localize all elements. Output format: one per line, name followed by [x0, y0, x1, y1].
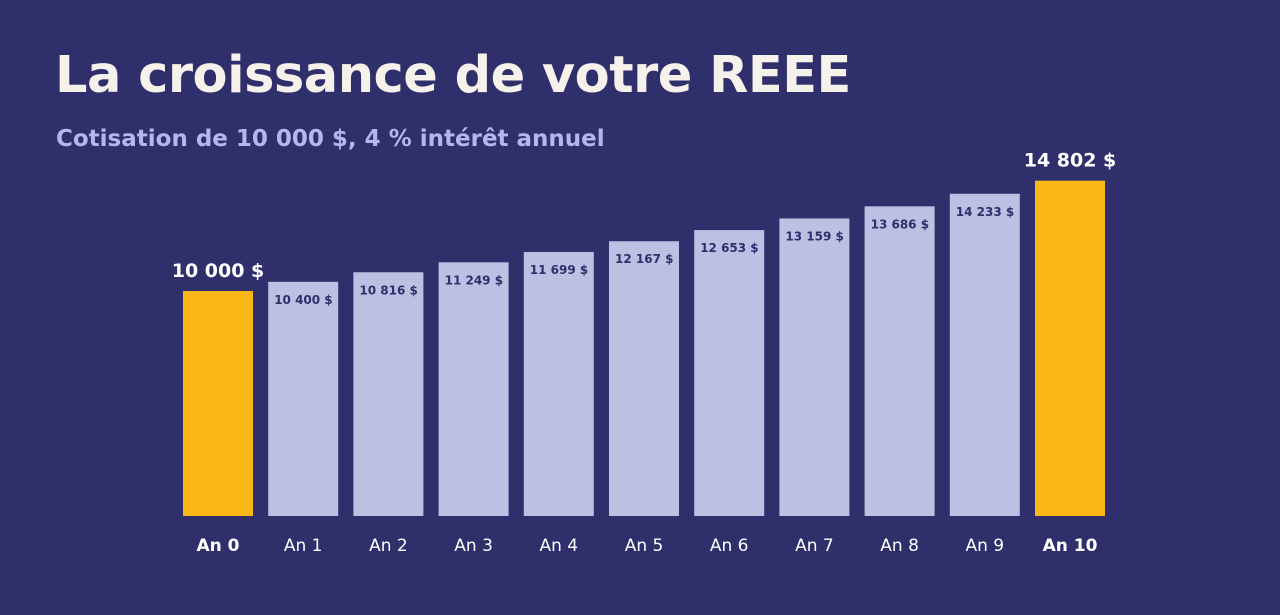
x-tick-label-6: An 6	[710, 536, 749, 556]
bar-an-0	[183, 291, 253, 516]
data-label-3: 11 249 $	[445, 273, 503, 287]
bar-an-1	[268, 281, 339, 516]
data-label-7: 13 159 $	[785, 229, 843, 243]
bar-an-7	[779, 218, 850, 516]
chart-title: La croissance de votre REEE	[55, 46, 851, 105]
x-tick-label-9: An 9	[965, 536, 1004, 556]
x-tick-label-4: An 4	[539, 536, 578, 556]
data-label-8: 13 686 $	[871, 217, 929, 231]
x-tick-label-2: An 2	[369, 536, 408, 556]
data-label-2: 10 816 $	[359, 283, 417, 297]
x-tick-label-3: An 3	[454, 536, 493, 556]
bar-an-5	[609, 241, 679, 517]
bar-an-6	[694, 230, 765, 516]
x-tick-label-7: An 7	[795, 536, 834, 556]
x-tick-label-1: An 1	[284, 536, 323, 556]
x-tick-label-10: An 10	[1043, 536, 1098, 556]
bar-an-9	[949, 193, 1020, 516]
x-tick-label-5: An 5	[625, 536, 664, 556]
x-tick-label-0: An 0	[196, 536, 239, 556]
data-label-9: 14 233 $	[956, 205, 1014, 219]
bar-an-10	[1035, 180, 1105, 516]
data-label-4: 11 699 $	[530, 263, 588, 277]
chart-subtitle: Cotisation de 10 000 $, 4 % intérêt annu…	[56, 126, 605, 152]
data-label-0: 10 000 $	[172, 260, 265, 282]
data-label-10: 14 802 $	[1024, 150, 1117, 172]
data-label-1: 10 400 $	[274, 293, 332, 307]
bar-an-8	[864, 206, 935, 516]
bar-an-4	[523, 251, 594, 516]
bar-an-3	[438, 262, 509, 516]
bar-an-2	[353, 272, 424, 516]
x-tick-label-8: An 8	[880, 536, 919, 556]
data-label-5: 12 167 $	[615, 252, 673, 266]
data-label-6: 12 653 $	[700, 241, 758, 255]
